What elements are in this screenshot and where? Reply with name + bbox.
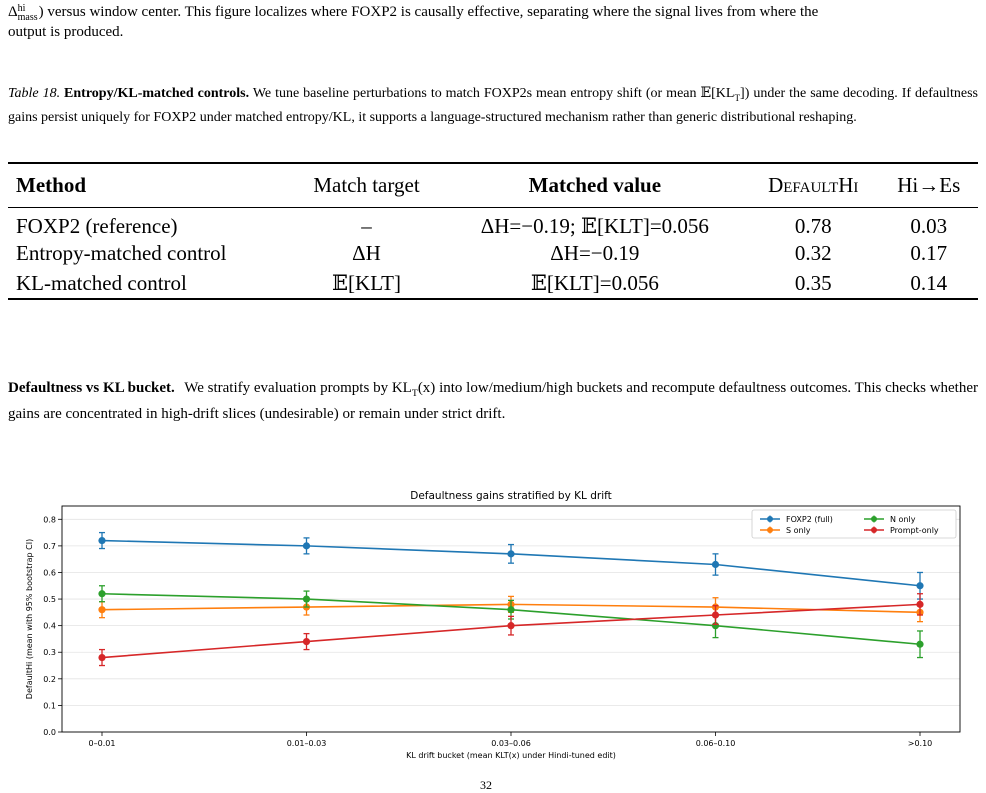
y-tick-label: 0.5	[43, 595, 56, 604]
x-axis-label: KL drift bucket (mean KLT(x) under Hindi…	[406, 751, 616, 760]
data-point	[507, 622, 515, 630]
cell-matched-value: ΔH=−0.19	[550, 241, 640, 265]
col-method: Method	[8, 162, 291, 208]
cell-defaulthi: 0.32	[794, 241, 832, 265]
cell-hi-es: 0.17	[910, 241, 948, 265]
table-row: KL-matched control 𝔼[KLT] 𝔼[KLT]=0.056 0…	[8, 268, 978, 300]
paragraph-heading: Defaultness vs KL bucket.	[8, 380, 175, 396]
results-table: Method Match target Matched value Defaul…	[8, 162, 978, 300]
legend-label: N only	[890, 515, 916, 524]
data-point	[916, 582, 924, 590]
legend-box	[751, 509, 957, 539]
x-tick-label: 0.06–0.10	[696, 739, 736, 748]
data-point	[507, 550, 515, 558]
cell-method: Entropy-matched control	[16, 241, 227, 265]
col-matched-value: Matched value	[442, 162, 747, 208]
data-point	[302, 595, 311, 603]
x-tick-label: 0–0.01	[89, 739, 116, 748]
y-tick-label: 0.1	[43, 701, 56, 710]
col-match-target: Match target	[290, 162, 443, 208]
col-defaulthi: DefaultHi	[747, 162, 880, 208]
y-tick-label: 0.7	[43, 542, 56, 551]
cell-matched-value: 𝔼[KLT]=0.056	[442, 268, 747, 300]
table-header-row: Method Match target Matched value Defaul…	[8, 162, 978, 208]
legend-swatch-marker	[767, 527, 773, 533]
legend-swatch-marker	[871, 527, 877, 533]
cell-match-target: ΔH	[352, 241, 381, 265]
cell-matched-value: ΔH=−0.19; 𝔼[KLT]=0.056	[480, 213, 709, 238]
legend-label: FOXP2 (full)	[786, 515, 833, 524]
data-point	[711, 611, 720, 619]
series-prompt-only	[98, 593, 924, 667]
defaultness-paragraph: Defaultness vs KL bucket. We stratify ev…	[8, 380, 979, 422]
y-tick-label: 0.4	[43, 622, 56, 631]
data-point	[98, 606, 106, 614]
caption-label: Table 18.	[8, 86, 61, 101]
data-point	[302, 542, 311, 550]
continuation-line-2: output is produced.	[8, 24, 124, 40]
x-tick-label: 0.01–0.03	[287, 739, 327, 748]
series-foxp2-full-	[98, 531, 924, 600]
data-point	[916, 640, 924, 648]
legend-label: Prompt-only	[890, 526, 939, 535]
data-point	[711, 560, 720, 569]
data-point	[98, 590, 106, 598]
y-tick-label: 0.6	[43, 568, 56, 577]
caption-title: Entropy/KL-matched controls.	[64, 86, 250, 101]
data-point	[302, 638, 311, 646]
col-hi-es: Hi→Es	[879, 162, 978, 208]
x-tick-label: 0.03–0.06	[491, 739, 531, 748]
y-axis-label: DefaultHi (mean with 95% bootstrap CI)	[25, 539, 34, 699]
table-caption: Table 18. Entropy/KL-matched controls. W…	[8, 86, 978, 125]
legend-label: S only	[786, 526, 811, 535]
y-tick-label: 0.2	[43, 675, 56, 684]
kl-drift-chart: Defaultness gains stratified by KL drift…	[25, 490, 961, 760]
y-tick-label: 0.8	[43, 515, 56, 524]
y-tick-label: 0.0	[43, 728, 56, 737]
cell-match-target: 𝔼[KLT]	[290, 268, 443, 300]
cell-defaulthi: 0.78	[794, 213, 832, 238]
legend-swatch-marker	[767, 516, 773, 522]
page-number: 32	[480, 778, 492, 792]
table-row: Entropy-matched control ΔH ΔH=−0.19 0.32…	[8, 239, 978, 269]
cell-defaulthi: 0.35	[747, 268, 880, 300]
cell-match-target: –	[361, 213, 372, 238]
cell-method: FOXP2 (reference)	[16, 213, 178, 238]
data-point	[98, 653, 106, 662]
cell-method: KL-matched control	[8, 268, 291, 300]
y-tick-label: 0.3	[43, 648, 56, 657]
x-tick-label: >0.10	[908, 739, 933, 748]
data-point	[916, 600, 924, 608]
table-row: FOXP2 (reference) – ΔH=−0.19; 𝔼[KLT]=0.0…	[8, 207, 978, 239]
cell-hi-es: 0.14	[879, 268, 978, 300]
legend-swatch-marker	[871, 516, 877, 522]
chart-title: Defaultness gains stratified by KL drift	[410, 490, 612, 502]
data-point	[98, 536, 106, 545]
cell-hi-es: 0.03	[910, 213, 948, 238]
data-point	[507, 606, 515, 614]
